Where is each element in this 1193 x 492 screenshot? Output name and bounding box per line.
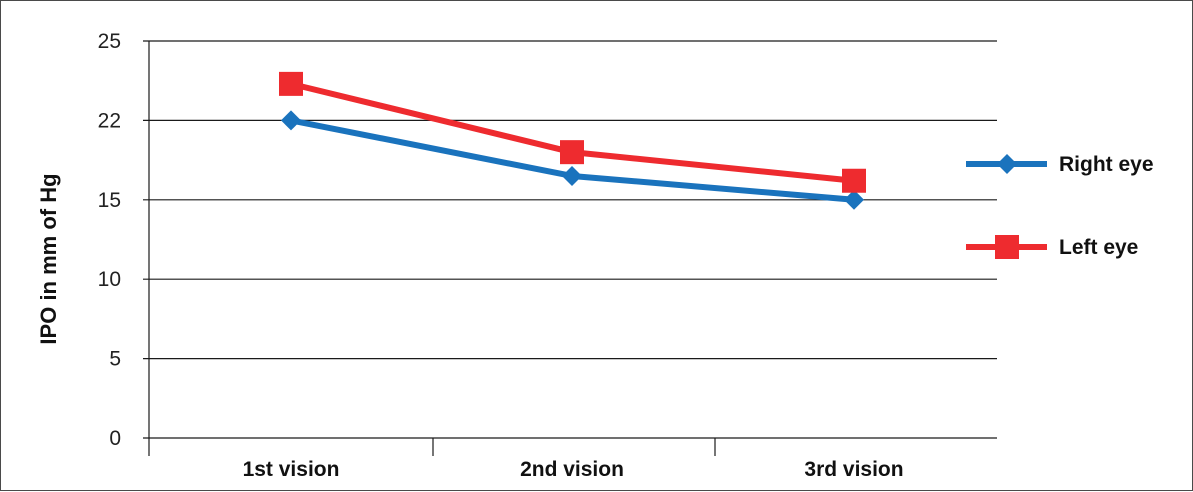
data-point-diamond: [562, 165, 582, 186]
data-point-square: [995, 235, 1019, 259]
gridlines: [143, 40, 997, 360]
y-tick-label: 5: [109, 348, 121, 371]
series-left-eye: [279, 71, 866, 193]
y-tick-label: 10: [98, 268, 121, 291]
y-tick-label: 25: [98, 30, 121, 53]
series-line: [290, 80, 855, 184]
y-tick-label: 22: [98, 109, 121, 132]
x-tick-labels: 1st vision 2nd vision 3rd vision: [243, 458, 904, 481]
y-tick-label: 0: [109, 427, 121, 450]
series-layer: [279, 71, 866, 210]
y-tick-label: 15: [98, 189, 121, 212]
x-tick-label: 1st vision: [243, 458, 340, 481]
data-point-diamond: [281, 110, 301, 131]
data-point-diamond: [844, 189, 864, 210]
x-tick-label: 3rd vision: [804, 458, 903, 481]
legend: Right eye Left eye: [966, 153, 1154, 259]
y-tick-labels: 0 5 10 15 22 25: [98, 30, 121, 450]
x-tick-label: 2nd vision: [520, 458, 624, 481]
data-point-square: [842, 168, 866, 193]
legend-item: Right eye: [966, 153, 1154, 176]
data-point-square: [560, 140, 584, 165]
y-axis-title: IPO in mm of Hg: [36, 173, 61, 344]
data-point-square: [279, 71, 303, 96]
legend-label: Right eye: [1059, 153, 1154, 176]
series-right-eye: [281, 110, 864, 210]
data-point-diamond: [997, 154, 1017, 174]
axes: [143, 41, 997, 456]
legend-item: Left eye: [966, 235, 1138, 259]
legend-label: Left eye: [1059, 236, 1138, 259]
